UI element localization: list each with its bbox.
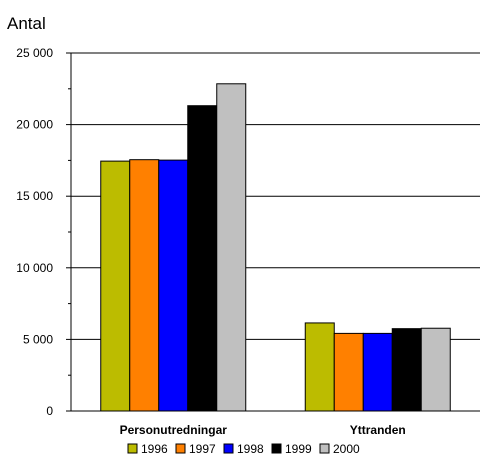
- legend: 1996 1997 1998 1999 2000: [127, 442, 360, 456]
- legend-label-1998: 1998: [237, 442, 264, 456]
- legend-swatch-1996: [127, 443, 138, 454]
- legend-swatch-1999: [271, 443, 282, 454]
- legend-swatch-2000: [319, 443, 330, 454]
- bar-1998-personutredningar: [158, 159, 189, 412]
- y-tick-label: 15 000: [16, 189, 53, 203]
- category-labels: Personutredningar Yttranden: [120, 423, 406, 437]
- y-tick-label: 25 000: [16, 46, 53, 60]
- y-axis-ticks: 0 5 000 10 000 15 000 20 000 25 000: [16, 46, 71, 418]
- legend-label-1996: 1996: [141, 442, 168, 456]
- legend-label-1999: 1999: [285, 442, 312, 456]
- bar-1996-yttranden: [304, 322, 335, 412]
- y-axis-label: Antal: [7, 14, 46, 33]
- bar-1997-yttranden: [333, 332, 364, 412]
- y-tick-label: 10 000: [16, 261, 53, 275]
- y-tick-label: 5 000: [23, 332, 53, 346]
- bar-1999-personutredningar: [187, 105, 218, 412]
- legend-swatch-1997: [175, 443, 186, 454]
- bar-1998-yttranden: [362, 332, 393, 412]
- y-tick-label: 0: [46, 404, 53, 418]
- category-label: Yttranden: [350, 423, 406, 437]
- bar-1997-personutredningar: [129, 159, 160, 412]
- bar-1999-yttranden: [391, 328, 422, 412]
- y-tick-label: 20 000: [16, 118, 53, 132]
- bar-2000-yttranden: [420, 327, 451, 412]
- legend-label-1997: 1997: [189, 442, 216, 456]
- bar-1996-personutredningar: [100, 160, 131, 412]
- bars: [100, 83, 451, 412]
- category-label: Personutredningar: [120, 423, 228, 437]
- bar-2000-personutredningar: [216, 83, 247, 412]
- legend-swatch-1998: [223, 443, 234, 454]
- axes: [70, 53, 480, 412]
- legend-label-2000: 2000: [333, 442, 360, 456]
